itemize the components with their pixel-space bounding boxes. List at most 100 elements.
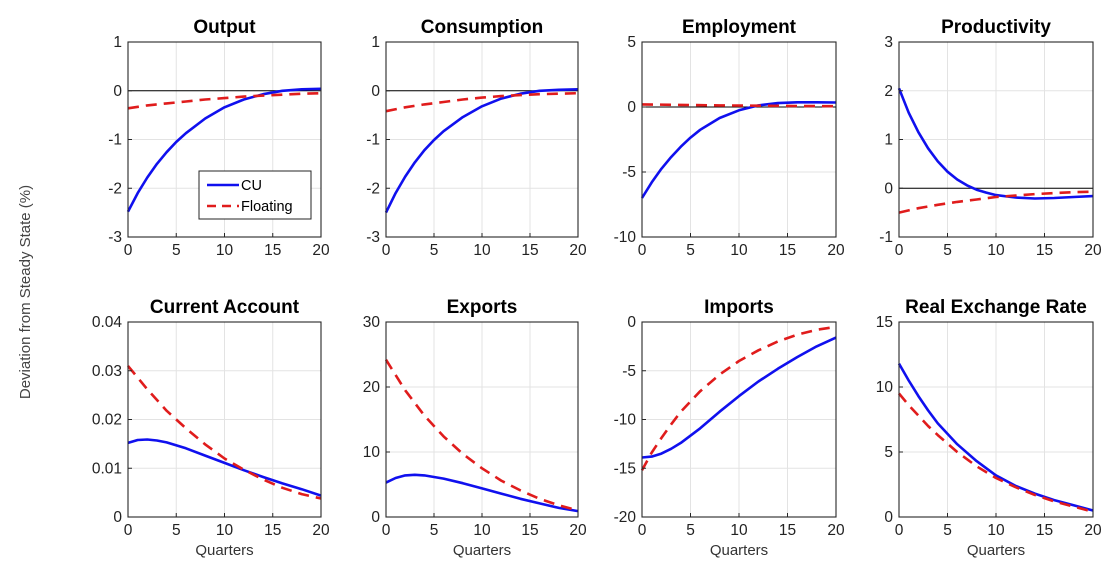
- y-tick-label: -10: [614, 412, 637, 429]
- x-tick-label: 10: [473, 242, 491, 259]
- panel-title: Consumption: [421, 17, 543, 38]
- y-tick-label: -5: [622, 363, 636, 380]
- y-tick-label: 0: [113, 83, 122, 100]
- series-line-cu: [640, 101, 837, 199]
- panel-current-account: 0 5 10 15 20 0 0.01 0.02 0.03 0.04 Current Account…: [92, 297, 330, 559]
- x-tick-label: 10: [216, 242, 234, 259]
- panel-title: Real Exchange Rate: [905, 297, 1087, 318]
- y-tick-label: -1: [108, 132, 122, 149]
- x-tick-label: 15: [779, 522, 796, 539]
- panel-imports: 0 5 10 15 20 -20 -15 -10 -5 0 Imports Quarters: [614, 297, 845, 559]
- panel-title: Exports: [447, 297, 518, 318]
- y-tick-label: 0.03: [92, 363, 122, 380]
- y-tick-label: -2: [366, 180, 380, 197]
- y-tick-label: 3: [884, 34, 893, 51]
- panel-title: Current Account: [150, 297, 300, 318]
- panel-output: 0 5 10 15 20 -3 -2 -1 0 1 Output CU Floating: [108, 17, 330, 259]
- series-line-floating: [127, 91, 322, 110]
- x-tick-label: 10: [730, 242, 748, 259]
- x-tick-label: 5: [172, 522, 181, 539]
- y-tick-label: 5: [627, 34, 636, 51]
- x-tick-label: 0: [382, 522, 391, 539]
- series-line-cu: [897, 362, 1094, 512]
- x-tick-label: 20: [827, 242, 845, 259]
- x-tick-label: 15: [264, 522, 281, 539]
- y-tick-label: -1: [879, 229, 893, 246]
- y-tick-label: -5: [622, 164, 636, 181]
- panel-title: Employment: [682, 17, 797, 38]
- x-tick-label: 10: [216, 522, 234, 539]
- y-tick-label: 0: [884, 509, 893, 526]
- y-tick-label: -20: [614, 509, 637, 526]
- y-tick-label: 0.01: [92, 460, 122, 477]
- x-tick-label: 0: [895, 522, 904, 539]
- y-tick-label: 1: [113, 34, 122, 51]
- y-tick-label: 0.04: [92, 314, 123, 331]
- x-tick-label: 0: [124, 522, 133, 539]
- x-tick-label: 10: [730, 522, 748, 539]
- series-line-cu: [897, 87, 1094, 200]
- y-tick-label: 0: [371, 509, 380, 526]
- y-tick-label: -1: [366, 132, 380, 149]
- legend-label-cu: CU: [241, 178, 262, 194]
- panel-title: Productivity: [941, 17, 1051, 38]
- x-tick-label: 20: [827, 522, 845, 539]
- y-tick-label: 0: [371, 83, 380, 100]
- y-tick-label: 0: [627, 99, 636, 116]
- x-tick-label: 0: [638, 242, 647, 259]
- panel-title: Imports: [704, 297, 774, 318]
- y-tick-label: 1: [884, 132, 893, 149]
- y-tick-label: 30: [363, 314, 381, 331]
- y-tick-label: 20: [363, 379, 381, 396]
- y-tick-label: 1: [371, 34, 380, 51]
- x-tick-label: 0: [895, 242, 904, 259]
- y-tick-label: 0: [627, 314, 636, 331]
- x-tick-label: 20: [312, 242, 330, 259]
- x-tick-label: 0: [124, 242, 133, 259]
- series-line-cu: [127, 438, 322, 497]
- y-tick-label: 10: [363, 444, 381, 461]
- x-axis-label: Quarters: [710, 542, 768, 559]
- y-tick-label: -3: [366, 229, 380, 246]
- x-tick-label: 5: [943, 242, 952, 259]
- y-tick-label: -3: [108, 229, 122, 246]
- panel-title: Output: [193, 17, 256, 38]
- x-tick-label: 5: [430, 242, 439, 259]
- panel-exports: 0 5 10 15 20 0 10 20 30 Exports Quarters: [363, 297, 587, 559]
- y-tick-label: -15: [614, 460, 636, 477]
- series-line-cu: [126, 87, 322, 213]
- series-line-cu: [385, 473, 579, 513]
- x-tick-label: 15: [1036, 242, 1053, 259]
- y-tick-label: 10: [876, 379, 894, 396]
- x-tick-label: 0: [638, 522, 647, 539]
- legend: CU Floating: [198, 170, 312, 220]
- y-tick-label: 0: [884, 180, 893, 197]
- y-tick-label: 5: [884, 444, 893, 461]
- x-tick-label: 5: [686, 242, 695, 259]
- series-line-floating: [641, 103, 837, 108]
- series-line-floating: [385, 91, 579, 113]
- panel-consumption: 0 5 10 15 20 -3 -2 -1 0 1 Consumption: [366, 17, 587, 259]
- x-tick-label: 15: [1036, 522, 1053, 539]
- series-line-floating: [384, 359, 579, 512]
- y-tick-label: -2: [108, 180, 122, 197]
- x-tick-label: 15: [779, 242, 796, 259]
- x-tick-label: 20: [1084, 522, 1102, 539]
- panel-real-exchange-rate: 0 5 10 15 20 0 5 10 15 Real Exchange Rate Quarters: [876, 297, 1102, 559]
- x-tick-label: 5: [686, 522, 695, 539]
- figure-y-axis-label: Deviation from Steady State (%): [17, 185, 34, 399]
- series-line-cu: [641, 336, 837, 459]
- x-axis-label: Quarters: [967, 542, 1025, 559]
- y-tick-label: 0.02: [92, 412, 122, 429]
- y-tick-label: 2: [884, 83, 893, 100]
- legend-box: [198, 170, 312, 220]
- x-tick-label: 20: [569, 242, 587, 259]
- x-tick-label: 10: [473, 522, 491, 539]
- panel-employment: 0 5 10 15 20 -10 -5 0 5 Employment: [614, 17, 845, 259]
- x-tick-label: 5: [430, 522, 439, 539]
- x-tick-label: 5: [943, 522, 952, 539]
- series-line-floating: [126, 365, 322, 500]
